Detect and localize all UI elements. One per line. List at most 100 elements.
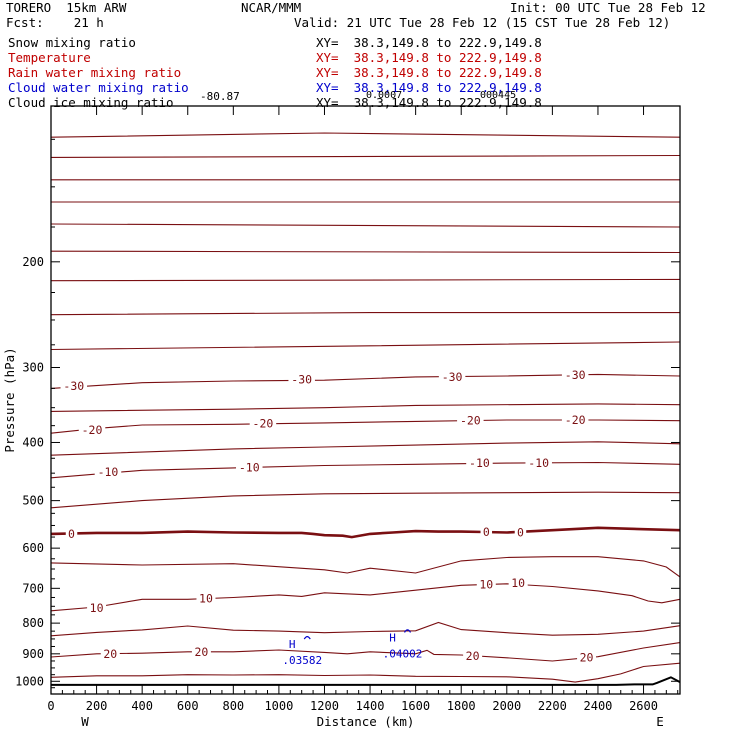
cloud-water-max-marker: H	[289, 638, 296, 651]
isotherm-line-14	[50, 491, 681, 509]
contour-label-bg	[457, 414, 484, 427]
y-tick-label: 1000	[15, 674, 44, 688]
y-tick-label: 900	[22, 647, 44, 661]
x-tick-label: 2000	[492, 699, 521, 713]
contour-label: 0	[68, 527, 75, 541]
contour-label: -20	[460, 414, 481, 428]
field-xy-rain: XY= 38.3,149.8 to 222.9,149.8	[316, 65, 542, 80]
contour-label: -30	[291, 372, 312, 386]
contour-label-bg	[438, 370, 466, 383]
x-tick-label: 200	[86, 699, 108, 713]
contour-label: 0	[483, 525, 490, 539]
contour-label: 20	[194, 645, 208, 659]
model-label: TORERO 15km ARW	[6, 0, 127, 15]
contour-label-bg	[100, 647, 120, 660]
contour-label-bg	[288, 373, 315, 386]
contour-label: -30	[442, 370, 463, 384]
contour-label: -20	[82, 423, 103, 437]
contour-label: 10	[511, 576, 525, 590]
x-tick-label: 800	[222, 699, 244, 713]
cloud-water-max-value: .03582	[282, 654, 322, 667]
cloud-water-max-marker: H	[389, 631, 396, 644]
valid-label: Valid: 21 UTC Tue 28 Feb 12 (15 CST Tue …	[294, 15, 671, 30]
x-tick-label: 2600	[629, 699, 658, 713]
field-xy-cloud-water: XY= 38.3,149.8 to 222.9,149.8	[316, 80, 542, 95]
contour-label: 0	[517, 525, 524, 539]
zero-isotherm-line	[50, 526, 681, 539]
contour-label: 20	[580, 650, 594, 664]
terrain-layer	[51, 676, 681, 686]
x-tick-label: 0	[47, 699, 54, 713]
y-tick-label: 300	[22, 360, 44, 374]
contour-label-bg	[191, 645, 211, 658]
contour-label-bg	[249, 417, 277, 430]
x-tick-label: 1400	[356, 699, 385, 713]
overprint-label-3: 000445	[480, 90, 517, 101]
contour-label-bg	[466, 457, 493, 470]
isotherm-line-4	[50, 223, 681, 228]
contour-label-bg	[561, 369, 589, 382]
axes-layer: 0 200 400 600 800 1000 1200 1400 1600 1800 2000 220…	[15, 106, 680, 713]
contour-label: -10	[469, 456, 490, 470]
overprint-label-2: 0.0007	[366, 90, 403, 101]
isotherm-line-6	[50, 278, 681, 282]
contour-label-bg	[514, 526, 527, 539]
field-xy-temperature: XY= 38.3,149.8 to 222.9,149.8	[316, 50, 542, 65]
isotherm-line-15	[50, 556, 681, 578]
overprint-label-1: -80.87	[200, 90, 240, 103]
field-name-snow: Snow mixing ratio	[8, 35, 136, 50]
field-xy-snow: XY= 38.3,149.8 to 222.9,149.8	[316, 35, 542, 50]
x-axis-title: Distance (km)	[317, 714, 415, 729]
x-tick-label: 2400	[584, 699, 613, 713]
contour-label-bg	[480, 526, 493, 539]
contour-label: 10	[199, 592, 213, 606]
y-tick-label: 400	[22, 435, 44, 449]
x-tick-label: 400	[131, 699, 153, 713]
isotherm-line-8	[50, 341, 681, 351]
y-tick-label: 700	[22, 581, 44, 595]
east-label: E	[656, 714, 664, 729]
isotherm-line-5	[50, 250, 681, 254]
contour-label-bg	[463, 649, 483, 662]
field-name-rain: Rain water mixing ratio	[8, 65, 182, 80]
x-tick-label: 600	[177, 699, 199, 713]
ground-line	[51, 676, 681, 686]
isotherm-line-10	[50, 403, 681, 412]
contour-label-bg	[577, 651, 597, 664]
contour-label: -10	[528, 456, 549, 470]
x-tick-label: 1200	[310, 699, 339, 713]
contour-label-bg	[561, 414, 589, 427]
x-tick-label: 1800	[447, 699, 476, 713]
field-name-cloud-water: Cloud water mixing ratio	[8, 80, 189, 95]
contour-label-bg	[78, 423, 106, 436]
plot-frame	[50, 105, 681, 695]
contour-label-layer: -30 -30 -30 -30 -20 -20 -20 -20 -10 -10 -10 -10 0 0 0 1…	[60, 368, 597, 664]
contour-label-bg	[476, 578, 496, 591]
contour-label: 20	[103, 647, 117, 661]
contour-label-bg	[94, 466, 122, 479]
x-tick-label: 1000	[264, 699, 293, 713]
contour-label-bg	[87, 602, 107, 615]
center-label: NCAR/MMM	[241, 0, 302, 15]
contour-label: 20	[466, 649, 480, 663]
isotherm-line-12	[50, 441, 681, 456]
fcst-label: Fcst: 21 h	[6, 15, 104, 30]
isotherm-line-19	[50, 662, 681, 683]
init-label: Init: 00 UTC Tue 28 Feb 12	[510, 0, 706, 15]
isotherm-layer	[50, 132, 681, 683]
x-tick-label: 1600	[401, 699, 430, 713]
y-tick-label: 500	[22, 494, 44, 508]
y-tick-label: 800	[22, 616, 44, 630]
isotherm-line-17	[50, 621, 681, 637]
contour-label-bg	[60, 379, 88, 392]
west-label: W	[81, 714, 89, 729]
isotherm-line-13	[50, 461, 681, 479]
contour-label: -10	[98, 465, 119, 479]
y-axis-title: Pressure (hPa)	[2, 347, 17, 452]
contour-label-bg	[65, 527, 78, 540]
contour-label: 10	[90, 601, 104, 615]
cloud-water-contour	[303, 636, 311, 640]
contour-label-bg	[525, 457, 552, 470]
cloud-water-contour	[404, 629, 412, 633]
